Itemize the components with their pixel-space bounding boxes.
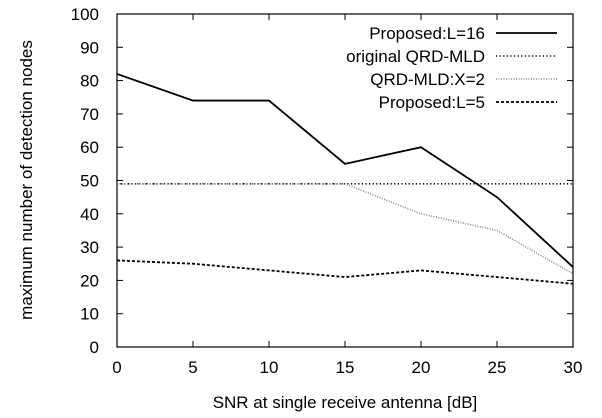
x-tick-label: 0	[112, 358, 121, 377]
series-lines	[116, 73, 574, 285]
x-tick-label: 20	[412, 358, 431, 377]
y-tick-label: 60	[80, 138, 99, 157]
legend-label: QRD-MLD:X=2	[370, 70, 485, 89]
x-tick-label: 25	[488, 358, 507, 377]
y-tick-label: 20	[80, 271, 99, 290]
legend-label: original QRD-MLD	[346, 47, 485, 66]
y-tick-label: 100	[71, 5, 99, 24]
x-tick-label: 30	[564, 358, 583, 377]
y-axis-label: maximum number of detection nodes	[17, 40, 36, 320]
y-tick-label: 40	[80, 205, 99, 224]
x-tick-label: 5	[188, 358, 197, 377]
y-tick-label: 50	[80, 172, 99, 191]
y-axis-ticks: 0 10 20 30 40 50 60 70 80 90 100	[71, 5, 573, 357]
x-axis-label: SNR at single receive antenna [dB]	[213, 393, 478, 412]
plot-frame	[116, 13, 574, 348]
y-tick-label: 90	[80, 38, 99, 57]
series-line-2	[117, 183, 574, 275]
x-tick-label: 15	[336, 358, 355, 377]
y-tick-label: 0	[90, 338, 99, 357]
y-tick-label: 10	[80, 305, 99, 324]
x-tick-label: 10	[260, 358, 279, 377]
y-tick-label: 30	[80, 238, 99, 257]
y-tick-label: 80	[80, 72, 99, 91]
legend-label: Proposed:L=16	[369, 24, 485, 43]
legend-label: Proposed:L=5	[379, 93, 485, 112]
y-tick-label: 70	[80, 105, 99, 124]
x-axis-ticks: 0 5 10 15 20 25 30	[112, 14, 582, 377]
legend: Proposed:L=16 original QRD-MLD QRD-MLD:X=2…	[346, 24, 557, 112]
series-line-3	[116, 259, 574, 285]
series-line-0	[116, 73, 574, 268]
